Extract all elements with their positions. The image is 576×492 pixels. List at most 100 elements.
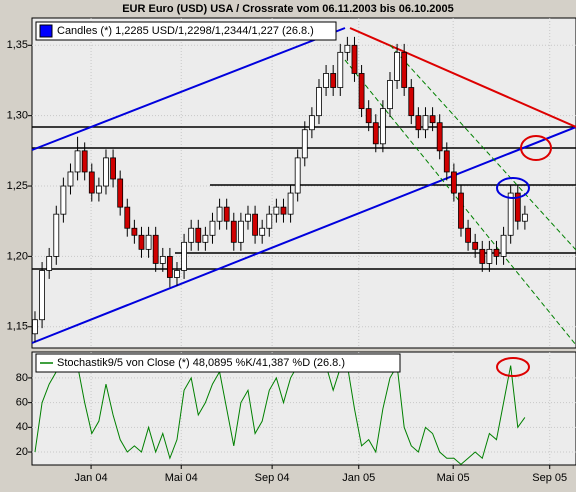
candle-body (458, 192, 464, 229)
y-tick-label: 1,30 (7, 110, 28, 122)
candle-body (74, 150, 81, 173)
candle-body (81, 150, 88, 173)
candle-body (181, 241, 187, 271)
candle-body (500, 234, 507, 257)
candle-body (216, 206, 223, 222)
candle-body (230, 220, 237, 243)
candle-body (344, 44, 351, 53)
candle-body (110, 157, 116, 180)
legend-label: Stochastik9/5 von Close (*) 48,0895 %K/4… (57, 357, 345, 369)
candle-body (316, 87, 322, 117)
candle-body (443, 150, 450, 173)
y-tick-label: 60 (16, 397, 28, 409)
candle-body (124, 206, 131, 229)
candle-body (521, 213, 528, 222)
highlight-circle (496, 177, 530, 199)
candle-body (209, 220, 216, 236)
candle-body (195, 227, 202, 243)
resistance-line (349, 27, 576, 128)
x-tick-label: Jan 04 (75, 472, 108, 484)
candle-body (32, 319, 38, 335)
candle-body (95, 185, 102, 194)
candle-body (60, 185, 67, 215)
candle-body (365, 108, 372, 124)
candle-body (472, 241, 479, 250)
candle-body (280, 206, 287, 215)
candle-body (131, 227, 138, 236)
candle-body (223, 206, 230, 222)
candle-body (323, 73, 329, 88)
candle-body (266, 213, 273, 229)
candle-body (479, 248, 486, 264)
candle-body (330, 73, 337, 88)
y-tick-label: 1,35 (7, 39, 28, 51)
candle-body (88, 171, 95, 194)
candle-body (174, 270, 180, 278)
candle-body (387, 80, 393, 110)
chart-title: EUR Euro (USD) USA / Crossrate vom 06.11… (122, 3, 454, 15)
candle-body (450, 171, 457, 194)
x-tick-label: Jan 05 (342, 472, 375, 484)
candle-body (436, 122, 443, 152)
x-tick-label: Mai 04 (165, 472, 198, 484)
candle-body (287, 192, 294, 215)
legend-box (35, 21, 337, 41)
legend-swatch (39, 24, 53, 38)
candle-body (188, 227, 195, 243)
candle-body (273, 206, 280, 215)
candle-body (53, 213, 60, 257)
candle-body (415, 115, 422, 131)
candle-body (358, 73, 365, 110)
candle-body (486, 248, 493, 264)
legend-box (35, 353, 401, 373)
candle-body (337, 51, 344, 88)
candle-body (301, 129, 308, 159)
trend-line (31, 27, 346, 151)
candle-body (514, 192, 521, 222)
candle-body (237, 220, 244, 243)
y-tick-label: 80 (16, 372, 28, 384)
candle-body (152, 234, 159, 264)
candle-body (46, 255, 53, 271)
candle-body (422, 115, 429, 131)
trend-line (31, 126, 576, 344)
candle-body (401, 51, 408, 88)
candle-body (465, 227, 471, 243)
candle-body (245, 213, 251, 222)
candle-body (507, 192, 514, 236)
price-panel (31, 17, 576, 349)
candle-body (308, 115, 315, 131)
candle-body (67, 171, 74, 187)
candle-body (372, 122, 379, 145)
candle-body (103, 157, 109, 187)
channel-line (389, 44, 576, 251)
channel-line (344, 59, 576, 346)
candle-body (117, 178, 124, 208)
candle-body (259, 227, 266, 236)
y-tick-label: 20 (16, 446, 28, 458)
candle-body (202, 234, 209, 243)
candle-body (408, 87, 415, 117)
highlight-circle (496, 357, 530, 377)
x-tick-label: Sep 04 (255, 472, 290, 484)
candle-body (39, 270, 45, 321)
candle-body (351, 44, 358, 74)
candle-body (166, 255, 173, 278)
y-tick-label: 1,25 (7, 180, 28, 192)
candle-body (429, 115, 436, 124)
legend-label: Candles (*) 1,2285 USD/1,2298/1,2344/1,2… (57, 25, 314, 37)
candle-body (493, 248, 500, 257)
y-tick-label: 1,15 (7, 321, 28, 333)
annotations (31, 27, 576, 346)
x-tick-label: Sep 05 (532, 472, 567, 484)
x-tick-label: Mai 05 (437, 472, 470, 484)
stochastic-line (34, 362, 526, 466)
highlight-circle (520, 135, 552, 161)
y-tick-label: 1,20 (7, 250, 28, 262)
candle-body (138, 234, 145, 250)
plot-layer (32, 36, 528, 466)
candle-body (294, 157, 301, 194)
candle-body (379, 108, 386, 145)
